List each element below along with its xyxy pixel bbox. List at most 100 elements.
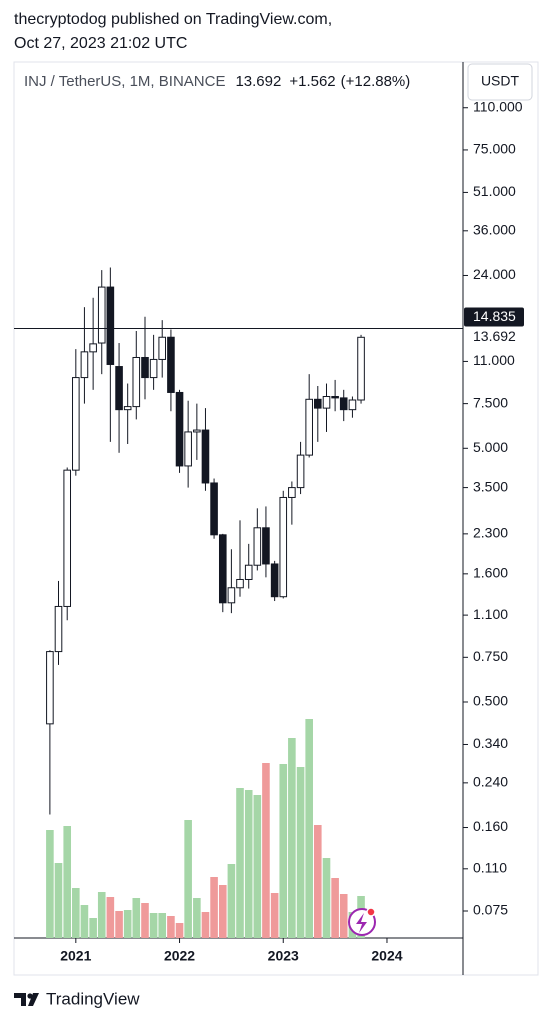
volume-bar [270,893,279,938]
header-line: Oct 27, 2023 21:02 UTC [14,35,187,52]
y-tick-label: 3.500 [473,478,508,494]
candle-body [63,469,72,607]
plot: 110.000 75.000 51.000 36.000 24.000 11.000 7.5… [14,98,524,964]
candle-body [348,399,357,411]
volume-bar [115,911,123,938]
y-tick-label: 11.000 [473,352,515,368]
candle-body [158,336,167,360]
candle-body [141,356,149,379]
candle-body [184,431,192,467]
legend-change: +1.562 [289,73,335,90]
replay-icon[interactable] [348,907,376,936]
candle-body [132,356,141,408]
legend-change-percent: (+12.88%) [341,73,411,90]
volume-bar [236,788,244,938]
x-tick-label: 2021 [60,948,91,964]
volume-bar [262,763,270,938]
header-line: thecryptodog published on TradingView.co… [14,11,332,28]
y-tick-label: 0.240 [473,774,508,790]
volume-bar [54,863,63,938]
candle-body [46,651,54,725]
candle-body [97,286,106,344]
volume-bar [193,898,201,938]
candle-body [89,343,97,353]
currency-label: USDT [481,73,520,89]
volume-bar [331,878,339,938]
candle-body [115,366,123,411]
candle-body [106,286,115,365]
y-tick-label: 1.600 [473,565,508,581]
volume-bar [141,903,149,938]
volume-bar [132,898,141,938]
candle-body [313,398,322,409]
x-tick-label: 2022 [164,948,195,964]
volume-bar [253,795,262,938]
volume-bar [339,894,348,938]
footer-brand: TradingView [46,989,140,1008]
candle-body [296,454,305,489]
candle-body [244,564,253,580]
candle-body [227,587,236,604]
candle-body [80,351,89,379]
volume-bar [167,916,175,938]
candle-body [218,534,227,604]
y-tick-label: 0.750 [473,648,508,664]
volume-bar [149,913,158,938]
volume-bar [72,888,80,938]
volume-bar [46,830,54,938]
y-tick-label: 110.000 [473,98,523,114]
volume-bar [123,910,132,938]
chart-frame [13,61,539,976]
volume-bar [97,892,106,938]
y-tick-label: 2.300 [473,525,508,541]
y-tick-label: 51.000 [473,183,516,199]
volume-bar [184,820,192,938]
volume-bar [89,918,97,938]
volume-bar [80,905,89,938]
candle-body [331,396,339,399]
volume-bar [244,790,253,938]
volume-bar [305,719,313,938]
y-tick-label: 0.160 [473,818,508,834]
y-tick-label: 7.500 [473,394,508,410]
candle-body [322,396,331,409]
y-tick-label: 1.100 [473,606,508,622]
x-tick-label: 2023 [268,948,299,964]
legend-title: INJ / TetherUS, 1M, BINANCE [24,73,225,90]
candle-body [305,398,313,456]
candle-body [357,336,365,401]
y-tick-label: 36.000 [473,222,516,238]
footer-logo [14,993,39,1006]
legend: INJ / TetherUS, 1M, BINANCE 13.692 +1.562 (… [24,73,410,90]
price-line-tag [464,307,524,327]
volume-bar [288,738,296,938]
currency-button[interactable] [467,63,533,101]
volume-bar [210,877,218,938]
y-tick-label: 24.000 [473,266,516,282]
candle-body [210,482,218,536]
volume-bar [322,858,331,938]
legend-close: 13.692 [235,73,281,90]
candle-body [175,391,184,467]
candle-body [54,605,63,653]
x-tick-label: 2024 [371,948,402,964]
candle-body [167,336,175,393]
candle-body [236,578,244,589]
volume-bar [63,826,72,938]
candle-body [193,429,201,433]
volume-bar [279,764,288,938]
volume-bar [175,923,184,938]
volume-bar [218,885,227,938]
candle-body [279,496,288,598]
volume-bar [313,825,322,938]
candle-body [339,397,348,411]
y-tick-label: 0.500 [473,693,508,709]
y-tick-label: 0.075 [473,902,508,918]
candle-body [201,429,210,484]
y-tick-label: 75.000 [473,141,516,157]
last-price-label: 13.692 [473,328,516,344]
y-tick-label: 5.000 [473,439,508,455]
volume-bar [227,864,236,938]
volume-bar [158,913,167,938]
